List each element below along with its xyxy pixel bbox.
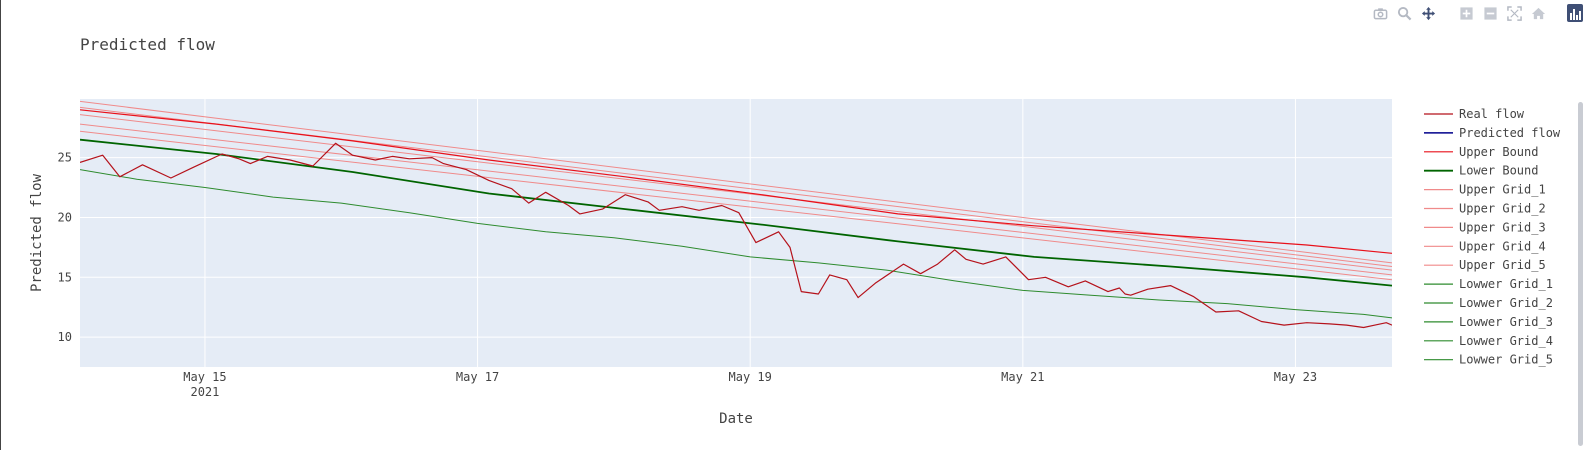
legend-item-lowwer-grid-5[interactable]: Lowwer Grid_5 [1424,353,1553,367]
x-tick-label: May 23 [1274,370,1317,384]
y-tick-label: 20 [58,210,72,224]
y-tick-label: 10 [58,330,72,344]
legend-label: Lowwer Grid_1 [1459,277,1553,291]
legend-item-upper-grid-2[interactable]: Upper Grid_2 [1424,202,1546,216]
legend-label: Real flow [1459,107,1525,121]
zoom-in-icon[interactable] [1457,4,1475,22]
series-line-upper-bound[interactable] [80,109,1392,254]
series-line-real-flow[interactable] [80,142,1392,329]
x-axis-title: Date [719,411,753,427]
legend-item-upper-grid-4[interactable]: Upper Grid_4 [1424,239,1546,253]
series-line-lowwer-grid-1[interactable] [80,169,1392,319]
legend-item-real-flow[interactable]: Real flow [1424,107,1525,121]
series-line-upper-grid-3[interactable] [80,114,1392,271]
legend-item-lowwer-grid-2[interactable]: Lowwer Grid_2 [1424,296,1553,310]
x-tick-label: May 21 [1001,370,1044,384]
x-tick-label: May 17 [456,370,499,384]
legend-label: Upper Grid_4 [1459,239,1546,253]
legend-item-lowwer-grid-3[interactable]: Lowwer Grid_3 [1424,315,1553,329]
legend-item-upper-grid-5[interactable]: Upper Grid_5 [1424,258,1546,272]
chart-title: Predicted flow [80,35,215,54]
legend-label: Lowwer Grid_5 [1459,353,1553,367]
pan-icon[interactable] [1419,4,1437,22]
home-icon[interactable] [1529,4,1547,22]
legend-label: Lowwer Grid_4 [1459,334,1553,348]
legend-label: Lowwer Grid_3 [1459,315,1553,329]
y-tick-label: 25 [58,151,72,165]
x-tick-label: May 15 [183,370,226,384]
legend-label: Upper Bound [1459,145,1538,159]
y-axis-title: Predicted flow [29,173,45,292]
series-line-upper-grid-4[interactable] [80,123,1392,276]
legend-item-lowwer-grid-1[interactable]: Lowwer Grid_1 [1424,277,1553,291]
legend-item-upper-grid-1[interactable]: Upper Grid_1 [1424,183,1546,197]
x-tick-sublabel: 2021 [190,385,219,399]
modebar [1371,3,1583,23]
legend-label: Lower Bound [1459,164,1538,178]
plot-area[interactable] [80,99,1392,367]
legend-item-lower-bound[interactable]: Lower Bound [1424,164,1538,178]
autoscale-icon[interactable] [1505,4,1523,22]
legend-label: Predicted flow [1459,126,1561,140]
zoom-out-icon[interactable] [1481,4,1499,22]
camera-icon[interactable] [1371,4,1389,22]
legend-item-lowwer-grid-4[interactable]: Lowwer Grid_4 [1424,334,1553,348]
legend-label: Upper Grid_5 [1459,258,1546,272]
legend-item-predicted-flow[interactable]: Predicted flow [1424,126,1561,140]
plotly-logo-icon[interactable] [1567,4,1583,22]
legend-item-upper-bound[interactable]: Upper Bound [1424,145,1538,159]
legend-label: Upper Grid_2 [1459,202,1546,216]
legend-scrollbar[interactable] [1578,102,1583,446]
y-tick-label: 15 [58,270,72,284]
series-line-upper-grid-5[interactable] [80,130,1392,281]
legend-label: Upper Grid_3 [1459,220,1546,234]
legend-item-upper-grid-3[interactable]: Upper Grid_3 [1424,220,1546,234]
series-line-lower-bound[interactable] [80,138,1392,287]
zoom-icon[interactable] [1395,4,1413,22]
legend-label: Lowwer Grid_2 [1459,296,1553,310]
legend-label: Upper Grid_1 [1459,183,1546,197]
x-tick-label: May 19 [729,370,772,384]
